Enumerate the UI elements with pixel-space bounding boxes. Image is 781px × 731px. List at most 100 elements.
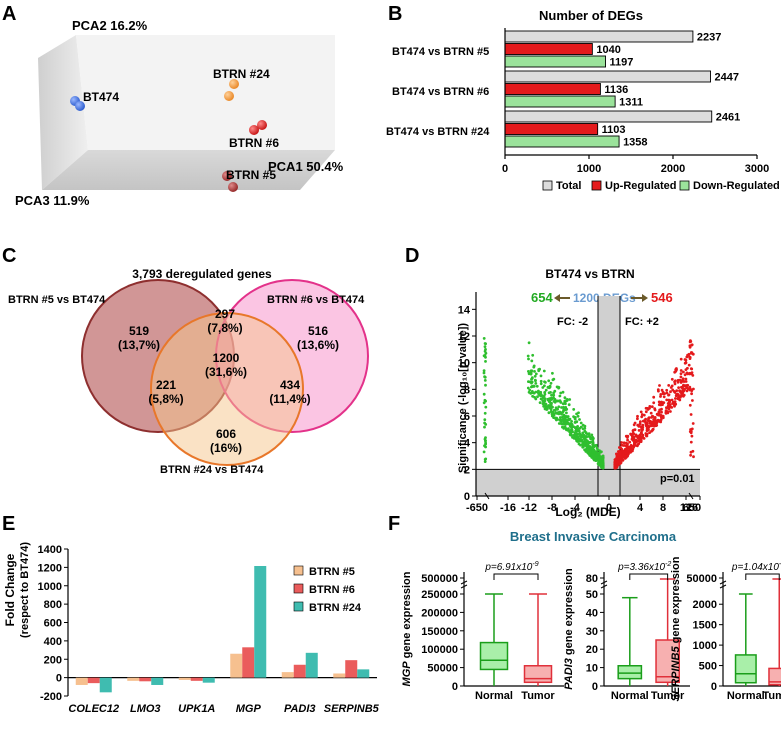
fc-bar-btrn-5 [75,677,88,685]
degs-x-tick-label: 3000 [745,163,769,175]
panel-label-a: A [2,3,16,25]
volcano-point-down [539,374,543,378]
degs-bar-total [504,110,713,123]
volcano-point-down [527,357,530,361]
volcano-axis-break [688,492,694,500]
volcano-point-up [684,358,688,362]
degs-bar-value: 1311 [619,97,643,109]
fc-bar-btrn-5 [127,677,140,681]
volcano-point-up [691,399,694,402]
boxplot-y-tick-label: 40 [586,607,598,619]
volcano-point-down [568,433,572,437]
fc-bar-btrn-24 [254,565,267,678]
volcano-point-down [573,421,577,424]
volcano-point-down [484,423,488,426]
boxplot-y-tick-label: 500000 [421,573,458,585]
volcano-point-up [688,345,692,349]
volcano-down-count: 654 [531,290,553,305]
volcano-point-up [690,392,693,396]
volcano-point-down [527,390,531,394]
pca-axis-pc3: PCA3 11.9% [15,193,90,208]
volcano-point-down [577,411,580,415]
venn-region-count: 519 [129,324,149,338]
boxplot-group-label: Tumor [763,690,781,702]
volcano-point-down [547,379,551,383]
boxplot-pvalue-exp: -9 [532,561,538,568]
volcano-point-down [558,394,562,398]
fc-legend-label: BTRN #6 [309,584,355,596]
boxplot-mgp: 0 50000 100000 150000 200000 250000 500000 MGP … [401,561,564,702]
volcano-point-down [547,391,551,395]
volcano-point-up [681,391,685,395]
volcano-point-up [673,382,677,386]
panel-label-e: E [2,513,15,535]
degs-x-ticks: 0 1000 2000 3000 [502,155,769,175]
volcano-point-down [528,388,532,392]
volcano-point-down [557,386,560,390]
fc-legend-swatch [293,601,304,612]
volcano-point-down [565,411,568,415]
volcano-point-down [483,354,487,357]
degs-bar-value: 1040 [596,44,620,56]
fc-bar-btrn-24 [357,669,370,678]
volcano-point-up [650,424,654,428]
fc-y-tick-label: 1400 [38,544,62,556]
volcano-point-up [613,458,617,461]
venn-region-pct: (5,8%) [148,392,183,406]
volcano-point-down [484,348,487,351]
volcano-point-down [553,389,557,393]
boxplot-gene: SERPINB5 [670,646,682,702]
volcano-point-down [534,397,538,401]
fc-bar-btrn-5 [333,673,346,678]
volcano-point-down [538,401,542,404]
venn-region-pct: (13,6%) [297,338,339,352]
fc-legend-label: BTRN #5 [309,566,355,578]
volcano-point-up [646,424,650,428]
volcano-point-down [553,416,557,420]
volcano-point-up [653,407,657,411]
volcano-point-up [631,439,635,442]
volcano-point-up [618,450,621,453]
volcano-point-up [691,422,695,425]
volcano-point-down [545,408,548,411]
volcano-point-down [578,432,582,435]
volcano-point-up [622,441,626,445]
fc-bar-btrn-5 [230,653,243,678]
fc-bar-btrn-24 [99,677,112,693]
volcano-fc-neg: FC: -2 [557,316,588,328]
boxplot-padi3: 0 10 20 30 40 50 80 PADI3 gene expression Normal… [563,561,690,702]
volcano-point-down [556,407,559,411]
boxplot-y-tick-label: 150000 [421,626,458,638]
volcano-point-up [652,421,655,425]
degs-bar-down-regulated [504,135,620,148]
volcano-point-down [564,402,567,406]
boxplot-pvalue-exp: -2 [779,561,781,568]
volcano-axis-break [484,492,490,500]
volcano-point-up [689,431,693,435]
volcano-point-up [638,424,641,428]
volcano-point-down [484,442,487,446]
degs-bar-down-regulated [504,95,616,108]
boxplot-y-tick-label: 200000 [421,607,458,619]
volcano-point-up [623,456,627,460]
volcano-point-down [583,441,587,445]
fc-bar-btrn-6 [242,647,255,678]
degs-bar-total [504,30,694,43]
volcano-point-down [543,392,547,396]
fc-category-label: PADI3 [284,703,316,715]
venn-region-pct: (13,7%) [118,338,160,352]
venn-region-pct: (11,4%) [269,392,310,406]
fc-y-tick-label: -200 [40,691,62,703]
degs-legend: Total Up-Regulated Down-Regulated [542,180,780,192]
volcano-point-up [623,454,627,457]
volcano-point-down [526,386,530,390]
fc-category-label: LMO3 [130,703,161,715]
volcano-point-down [482,337,486,340]
volcano-point-down [547,411,551,415]
volcano-point-up [622,450,626,454]
volcano-x-tick-label: 12 [680,502,692,514]
boxplot-y-tick-label: 250000 [421,589,458,601]
boxplot-y-tick-label: 500 [699,661,717,673]
volcano-point-up [644,406,648,410]
boxplot-y-tick-label: 20 [586,644,598,656]
